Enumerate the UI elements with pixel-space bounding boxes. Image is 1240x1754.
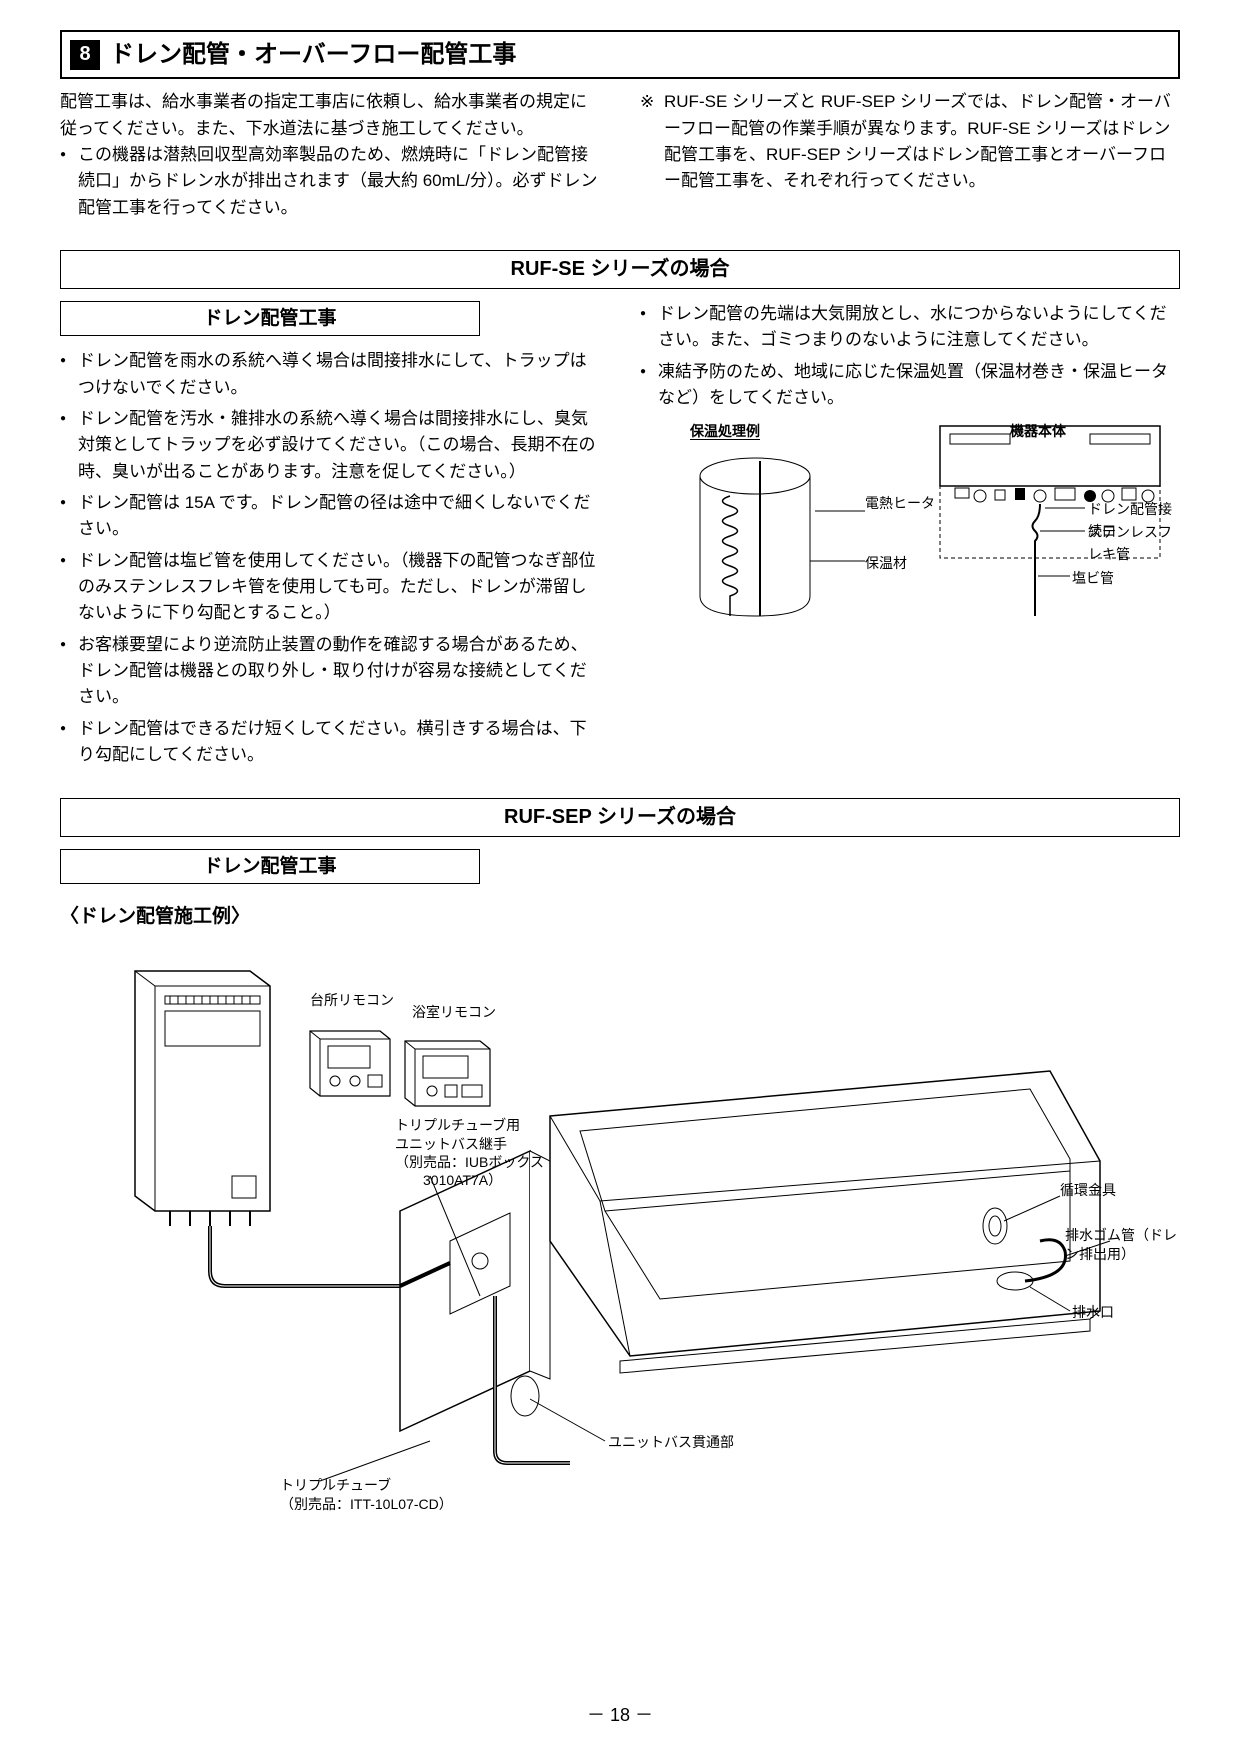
section-header: 8 ドレン配管・オーバーフロー配管工事: [60, 30, 1180, 79]
d2-kitchen-text: 台所リモコン: [310, 992, 394, 1008]
d2-joint3: （別売品：IUBボックス: [395, 1153, 544, 1171]
d2-rubber: 排水ゴム管（ドレン排出用）: [1065, 1226, 1185, 1262]
s1-item: ドレン配管を雨水の系統へ導く場合は間接排水にして、トラップはつけないでください。: [60, 348, 600, 401]
d2-bath-text: 浴室リモコン: [412, 1004, 496, 1020]
d2-kitchen-label: 台所リモコン: [310, 991, 394, 1009]
d2-outlet: 排水口: [1072, 1303, 1114, 1321]
section-title: ドレン配管・オーバーフロー配管工事: [110, 36, 516, 73]
diagram1-heater: 電熱ヒータ: [865, 496, 935, 511]
d2-bath-label: 浴室リモコン: [412, 1003, 496, 1021]
d2-tube-label: トリプルチューブ （別売品：ITT-10L07-CD）: [280, 1476, 453, 1512]
section-number: 8: [70, 40, 100, 70]
d2-joint-label: トリプルチューブ用 ユニットバス継手 （別売品：IUBボックス 3010AT7A…: [395, 1116, 544, 1189]
d2-tube1: トリプルチューブ: [280, 1476, 453, 1494]
s1-item: ドレン配管を汚水・雑排水の系統へ導く場合は間接排水にし、臭気対策としてトラップを…: [60, 406, 600, 485]
note-prefix: ※: [640, 89, 654, 115]
intro-right: ※ RUF-SE シリーズと RUF-SEP シリーズでは、ドレン配管・オーバー…: [640, 89, 1180, 226]
diagram1-insul: 保温材: [865, 553, 907, 575]
insulation-diagram: 保温処理例 機器本体 電熱ヒータ 保温材 ドレン配管接続口 ステンレスフレキ管 …: [640, 416, 1180, 636]
s1-item: お客様要望により逆流防止装置の動作を確認する場合があるため、ドレン配管は機器との…: [60, 632, 600, 711]
series1-header: RUF-SE シリーズの場合: [60, 250, 1180, 289]
s1-item: ドレン配管は 15A です。ドレン配管の径は途中で細くしないでください。: [60, 490, 600, 543]
series1-content: ドレン配管工事 ドレン配管を雨水の系統へ導く場合は間接排水にして、トラップはつけ…: [60, 301, 1180, 774]
d2-unitbath: ユニットバス貫通部: [608, 1433, 734, 1451]
intro-note: ※ RUF-SE シリーズと RUF-SEP シリーズでは、ドレン配管・オーバー…: [640, 89, 1180, 194]
d2-tube2: （別売品：ITT-10L07-CD）: [280, 1495, 453, 1513]
intro-block: 配管工事は、給水事業者の指定工事店に依頼し、給水事業者の規定に従ってください。ま…: [60, 89, 1180, 226]
s1-item: ドレン配管は塩ビ管を使用してください。（機器下の配管つなぎ部位のみステンレスフレ…: [60, 548, 600, 627]
series1-sub: ドレン配管工事: [60, 301, 480, 336]
installation-diagram: 台所リモコン 浴室リモコン トリプルチューブ用 ユニットバス継手 （別売品：IU…: [60, 941, 1120, 1521]
s1r-item: 凍結予防のため、地域に応じた保温処置（保温材巻き・保温ヒータなど）をしてください…: [640, 359, 1180, 412]
diagram1-title: 保温処理例: [690, 421, 760, 443]
d2-joint4: 3010AT7A）: [395, 1171, 544, 1189]
page-number: － 18 －: [587, 1702, 653, 1730]
series2-example-title: 〈ドレン配管施工例〉: [60, 902, 1180, 931]
d2-joint2: ユニットバス継手: [395, 1135, 544, 1153]
intro-paragraph: 配管工事は、給水事業者の指定工事店に依頼し、給水事業者の規定に従ってください。ま…: [60, 89, 600, 142]
diagram1-unit: 機器本体: [1010, 421, 1066, 443]
d2-joint1: トリプルチューブ用: [395, 1116, 544, 1134]
d2-circ: 循環金具: [1060, 1181, 1116, 1199]
series1-left: ドレン配管工事 ドレン配管を雨水の系統へ導く場合は間接排水にして、トラップはつけ…: [60, 301, 600, 774]
intro-bullet: この機器は潜熱回収型高効率製品のため、燃焼時に「ドレン配管接続口」からドレン水が…: [60, 142, 600, 221]
series2-sub: ドレン配管工事: [60, 849, 480, 884]
diagram1-pvc: 塩ビ管: [1072, 568, 1114, 590]
s1r-item: ドレン配管の先端は大気開放とし、水につからないようにしてください。また、ゴミつま…: [640, 301, 1180, 354]
intro-left: 配管工事は、給水事業者の指定工事店に依頼し、給水事業者の規定に従ってください。ま…: [60, 89, 600, 226]
diagram2-svg: [60, 941, 1120, 1521]
series2-header: RUF-SEP シリーズの場合: [60, 798, 1180, 837]
diagram1-flex: ステンレスフレキ管: [1088, 522, 1180, 565]
note-text: RUF-SE シリーズと RUF-SEP シリーズでは、ドレン配管・オーバーフロ…: [664, 92, 1171, 190]
s1-item: ドレン配管はできるだけ短くしてください。横引きする場合は、下り勾配にしてください…: [60, 716, 600, 769]
series1-right: ドレン配管の先端は大気開放とし、水につからないようにしてください。また、ゴミつま…: [640, 301, 1180, 774]
